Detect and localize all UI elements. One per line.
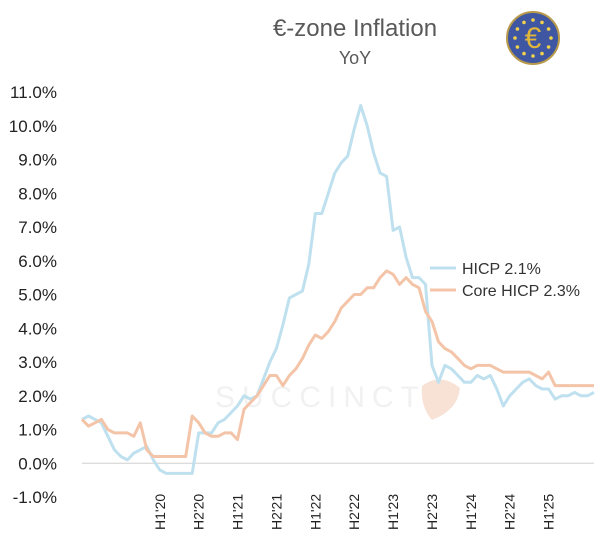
logo-star-icon (540, 20, 544, 25)
logo-star-icon (531, 54, 535, 58)
y-tick-label: 0.0% (18, 454, 57, 473)
logo-star-icon (513, 36, 517, 40)
logo-star-icon (515, 45, 520, 49)
hicp-line (81, 104, 595, 475)
y-tick-label: 3.0% (18, 353, 57, 372)
watermark-logo-icon (421, 379, 460, 420)
x-tick-label: H2'22 (346, 494, 362, 530)
x-tick-label: H1'21 (230, 494, 246, 530)
y-tick-label: 4.0% (18, 319, 57, 338)
legend-label: Core HICP 2.3% (462, 283, 580, 300)
x-tick-label: H2'20 (191, 494, 207, 530)
core-hicp-line (80, 269, 594, 458)
y-tick-label: 2.0% (18, 387, 57, 406)
logo-star-icon (546, 45, 551, 49)
logo-star-icon (515, 27, 520, 31)
euro-logo-stars (513, 18, 553, 58)
x-tick-label: H1'23 (385, 494, 401, 530)
x-tick-label: H2'21 (268, 494, 284, 530)
euro-logo-disc (506, 11, 560, 65)
y-tick-label: 11.0% (10, 83, 57, 102)
euro-symbol-icon: € (525, 22, 542, 55)
y-tick-label: 5.0% (18, 286, 57, 305)
x-tick-label: H1'22 (307, 494, 323, 530)
y-tick-label: 1.0% (18, 421, 57, 440)
y-axis: -1.0% 0.0% 1.0% 2.0% 3.0% 4.0% 5.0% 6.0% 7.0% 8.0… (9, 83, 57, 507)
y-tick-label: -1.0% (13, 488, 57, 507)
chart-subtitle: YoY (339, 48, 371, 68)
logo-star-icon (531, 18, 535, 22)
logo-star-icon (546, 27, 551, 31)
y-tick-label: 7.0% (18, 218, 57, 237)
y-tick-label: 8.0% (18, 184, 57, 203)
logo-star-icon (549, 36, 553, 40)
x-tick-label: H1'20 (152, 494, 168, 530)
chart-title: €-zone Inflation (273, 15, 437, 42)
legend: HICP 2.1% Core HICP 2.3% (430, 261, 580, 300)
logo-star-icon (522, 20, 526, 25)
legend-label: HICP 2.1% (462, 261, 541, 278)
x-tick-label: H2'23 (424, 494, 440, 530)
y-tick-label: 6.0% (18, 252, 57, 271)
y-tick-label: 9.0% (18, 151, 57, 170)
x-tick-label: H1'25 (541, 494, 557, 530)
euro-logo: € (506, 11, 560, 65)
x-axis: H1'20 H2'20 H1'21 H2'21 H1'22 H2'22 H1'23 H2'23… (152, 494, 557, 530)
x-tick-label: H1'24 (463, 494, 479, 530)
series-lines (80, 104, 595, 475)
logo-star-icon (522, 51, 526, 56)
x-tick-label: H2'24 (502, 494, 518, 530)
logo-star-icon (540, 51, 544, 56)
y-tick-label: 10.0% (9, 117, 57, 136)
